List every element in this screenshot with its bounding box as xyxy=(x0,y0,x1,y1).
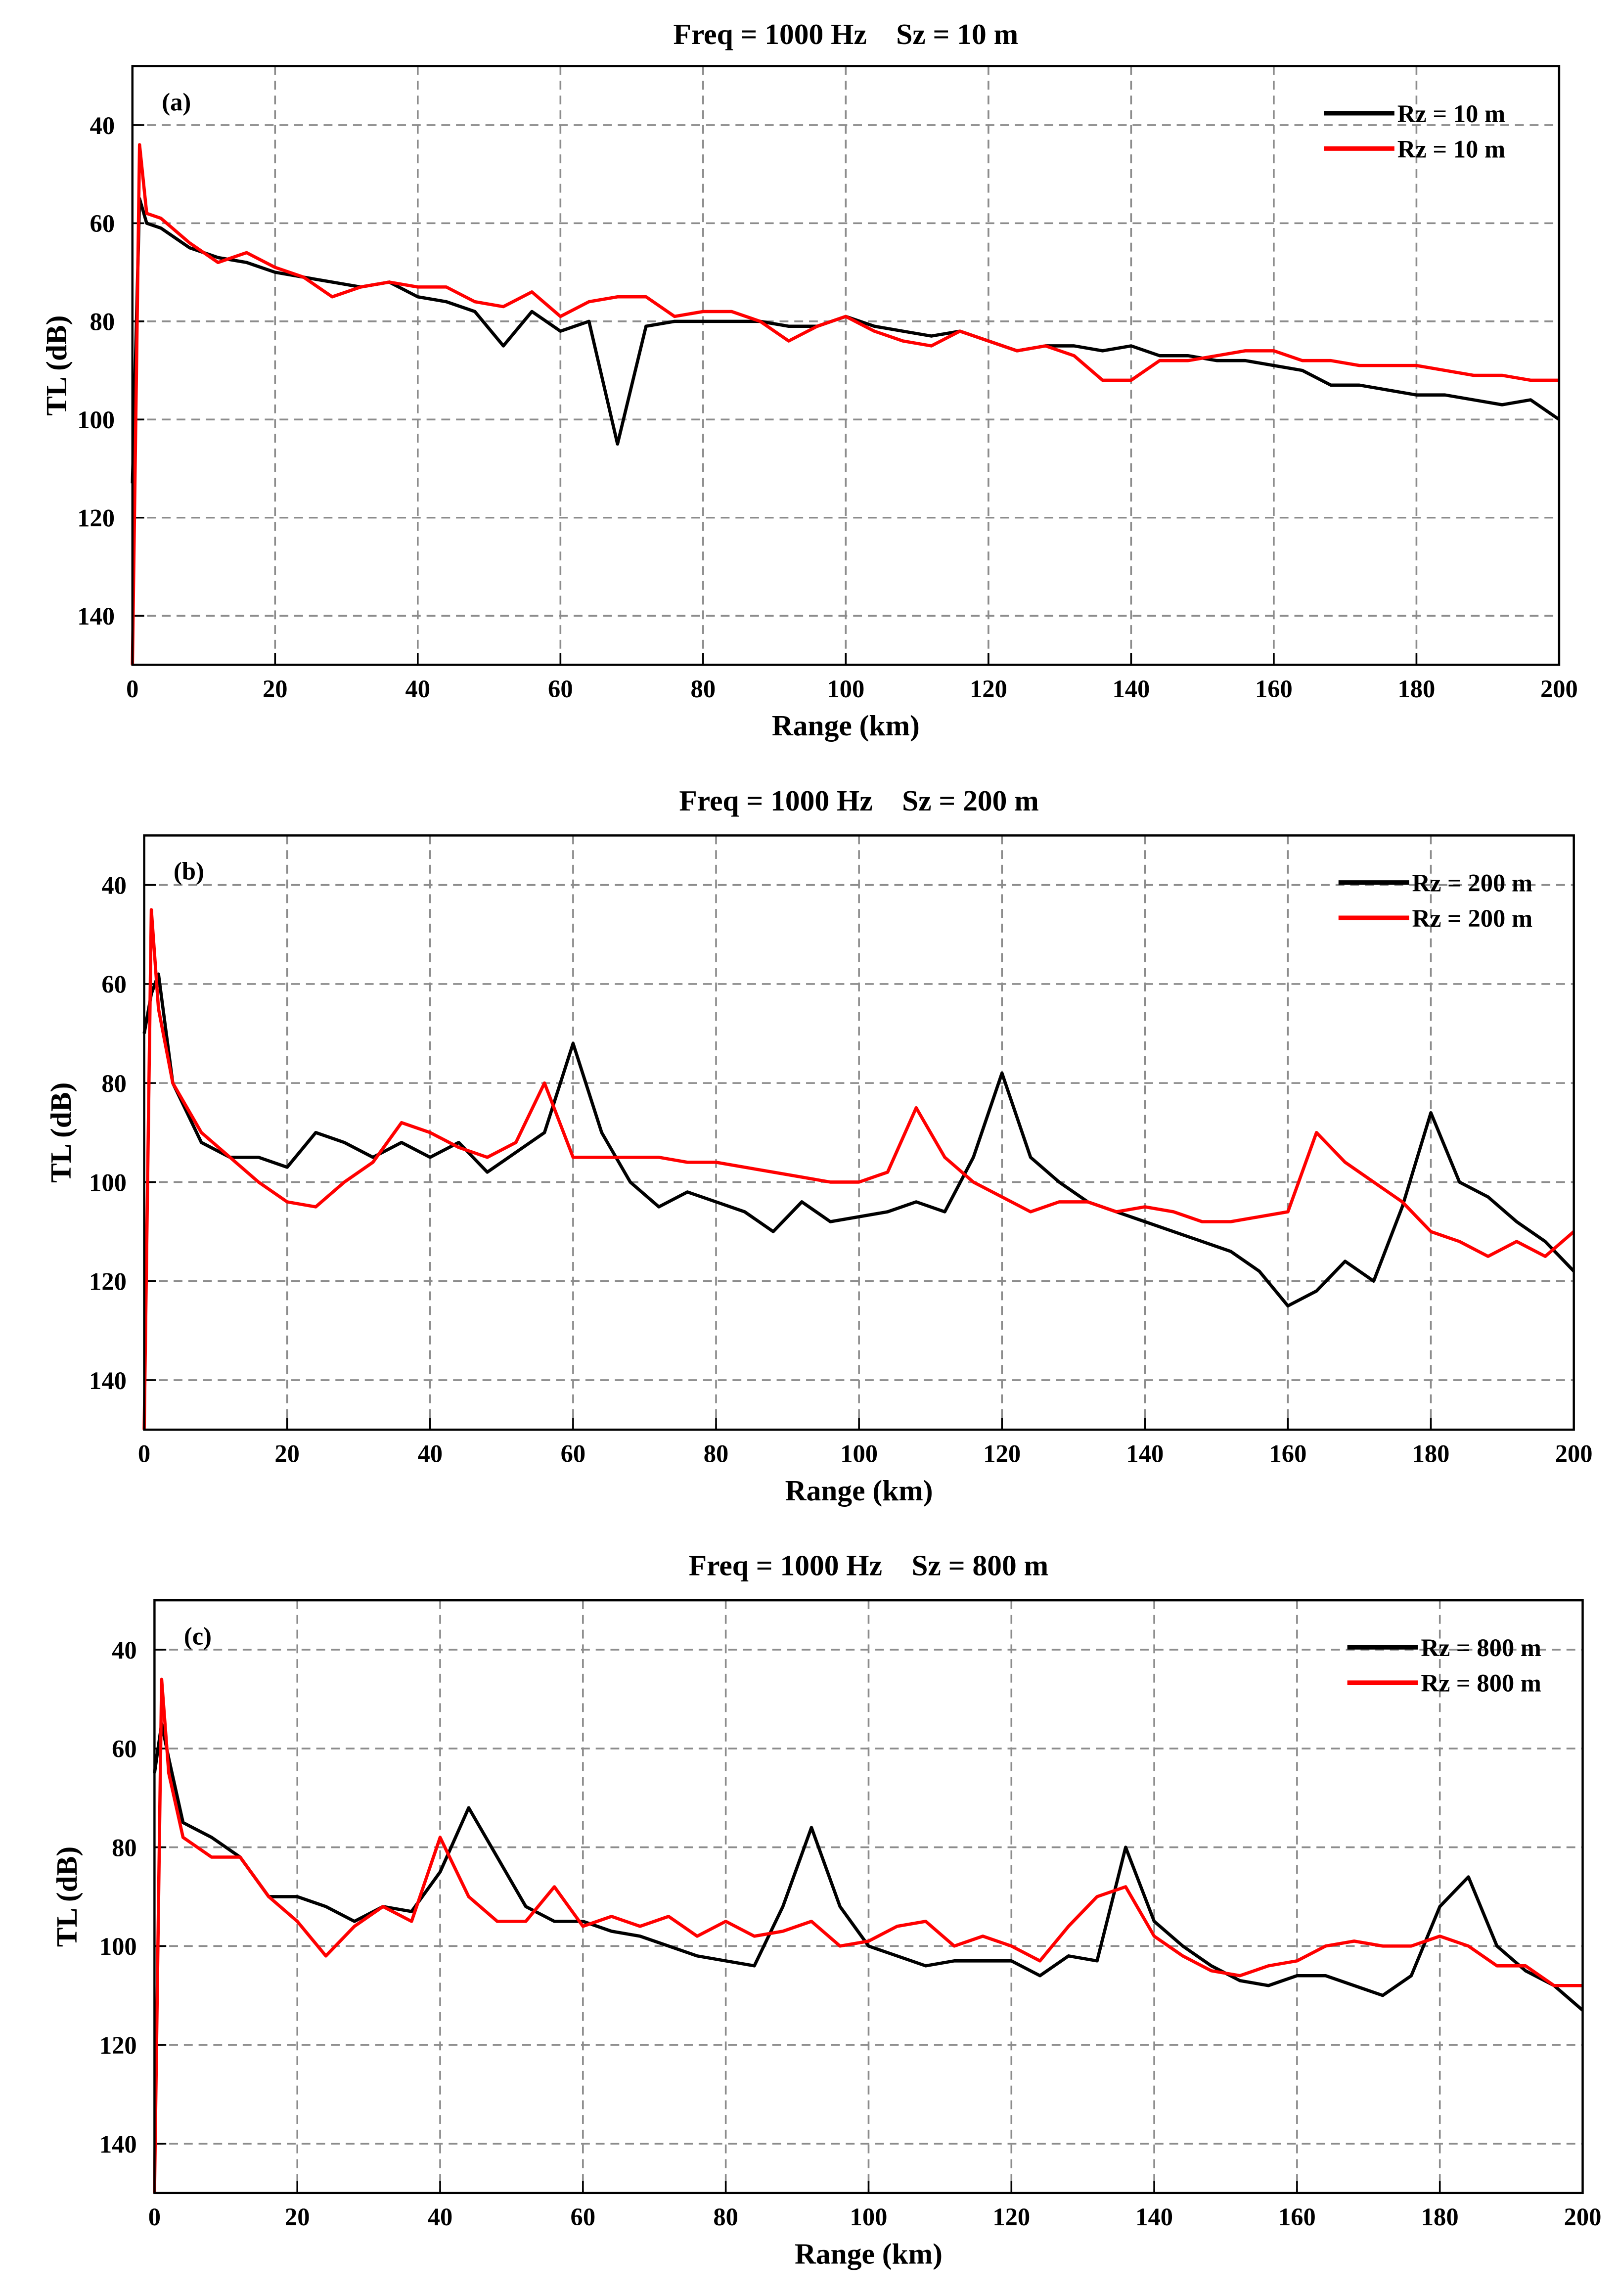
axes-frame xyxy=(153,1599,1584,2195)
x-tick-label: 100 xyxy=(827,675,864,703)
x-tick-label: 120 xyxy=(970,675,1007,703)
y-tick-label: 140 xyxy=(99,2130,137,2158)
panel-label: (a) xyxy=(162,88,191,116)
x-tick-label: 200 xyxy=(1564,2203,1602,2231)
x-tick-label: 60 xyxy=(561,1440,586,1468)
y-tick-label: 40 xyxy=(112,1636,137,1664)
legend-label: Rz = 200 m xyxy=(1412,869,1532,897)
series-line xyxy=(131,143,1559,665)
x-tick-label: 180 xyxy=(1398,675,1436,703)
x-tick-label: 100 xyxy=(850,2203,888,2231)
x-tick-label: 200 xyxy=(1540,675,1578,703)
chart-title: Freq = 1000 Hz Sz = 200 m xyxy=(679,784,1038,817)
legend-label: Rz = 10 m xyxy=(1397,100,1505,128)
x-tick-label: 160 xyxy=(1269,1440,1307,1468)
x-tick-label: 40 xyxy=(418,1440,443,1468)
axes-frame xyxy=(143,834,1575,1431)
x-tick-label: 20 xyxy=(274,1440,300,1468)
y-tick-label: 140 xyxy=(77,602,115,630)
series-line xyxy=(142,972,1575,1308)
y-axis-label: TL (dB) xyxy=(45,1082,77,1183)
x-tick-label: 100 xyxy=(840,1440,878,1468)
y-tick-label: 80 xyxy=(101,1070,127,1097)
y-tick-label: 120 xyxy=(77,504,115,532)
y-tick-label: 60 xyxy=(101,971,127,998)
y-tick-label: 40 xyxy=(90,112,115,139)
x-tick-label: 0 xyxy=(148,2203,161,2231)
x-axis-label: Range (km) xyxy=(795,2238,943,2270)
x-tick-label: 60 xyxy=(548,675,573,703)
y-tick-label: 60 xyxy=(90,210,115,237)
x-tick-label: 140 xyxy=(1112,675,1150,703)
series-line xyxy=(142,908,1575,1430)
x-tick-label: 200 xyxy=(1555,1440,1593,1468)
x-tick-label: 20 xyxy=(285,2203,310,2231)
x-tick-label: 80 xyxy=(713,2203,738,2231)
y-tick-label: 120 xyxy=(89,1268,127,1296)
x-tick-label: 20 xyxy=(263,675,288,703)
y-tick-label: 100 xyxy=(89,1169,127,1196)
y-tick-label: 100 xyxy=(77,406,115,434)
y-tick-label: 100 xyxy=(99,1933,137,1960)
x-tick-label: 0 xyxy=(126,675,138,703)
x-tick-label: 120 xyxy=(992,2203,1030,2231)
axes-frame xyxy=(131,65,1561,666)
y-tick-label: 140 xyxy=(89,1367,127,1395)
x-axis-label: Range (km) xyxy=(785,1474,933,1507)
legend-label: Rz = 800 m xyxy=(1421,1669,1541,1697)
y-tick-label: 80 xyxy=(90,308,115,336)
series-line xyxy=(153,1722,1584,2012)
x-tick-label: 140 xyxy=(1135,2203,1173,2231)
x-tick-label: 80 xyxy=(704,1440,729,1468)
x-tick-label: 0 xyxy=(138,1440,150,1468)
x-tick-label: 160 xyxy=(1255,675,1293,703)
x-tick-label: 180 xyxy=(1412,1440,1450,1468)
y-tick-label: 40 xyxy=(101,871,127,899)
y-tick-label: 60 xyxy=(112,1735,137,1763)
y-tick-label: 120 xyxy=(99,2031,137,2059)
x-tick-label: 80 xyxy=(691,675,716,703)
x-tick-label: 40 xyxy=(405,675,431,703)
legend-label: Rz = 800 m xyxy=(1421,1634,1541,1662)
panel-label: (b) xyxy=(174,857,204,885)
chart-title: Freq = 1000 Hz Sz = 800 m xyxy=(689,1549,1048,1582)
panel-label: (c) xyxy=(184,1622,212,1650)
x-tick-label: 160 xyxy=(1278,2203,1316,2231)
legend-label: Rz = 10 m xyxy=(1397,135,1505,163)
x-tick-label: 140 xyxy=(1126,1440,1164,1468)
x-tick-label: 40 xyxy=(428,2203,453,2231)
legend-label: Rz = 200 m xyxy=(1412,904,1532,932)
y-axis-label: TL (dB) xyxy=(50,1846,83,1947)
series-line xyxy=(153,1677,1583,2193)
y-tick-label: 80 xyxy=(112,1834,137,1861)
x-tick-label: 60 xyxy=(571,2203,596,2231)
y-axis-label: TL (dB) xyxy=(40,315,73,415)
x-tick-label: 180 xyxy=(1421,2203,1459,2231)
x-tick-label: 120 xyxy=(983,1440,1021,1468)
chart-title: Freq = 1000 Hz Sz = 10 m xyxy=(674,18,1019,50)
x-axis-label: Range (km) xyxy=(772,709,920,742)
